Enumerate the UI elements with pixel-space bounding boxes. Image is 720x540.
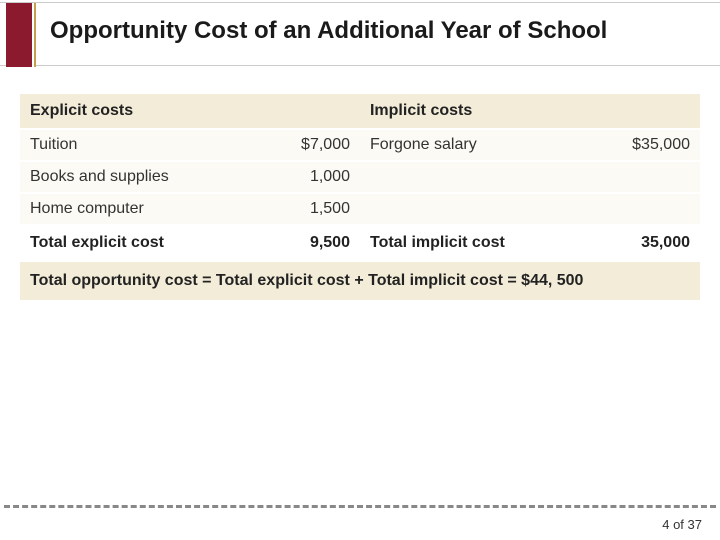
cell-value: 1,000 xyxy=(251,161,360,193)
total-explicit-label: Total explicit cost xyxy=(20,225,251,261)
total-implicit-value: 35,000 xyxy=(591,225,700,261)
summary-row: Total opportunity cost = Total explicit … xyxy=(20,261,700,300)
cell-label: Home computer xyxy=(20,193,251,225)
cost-table: Explicit costs Implicit costs Tuition $7… xyxy=(20,94,700,300)
cell-label xyxy=(360,193,591,225)
cell-label: Tuition xyxy=(20,129,251,161)
table-total-row: Total explicit cost 9,500 Total implicit… xyxy=(20,225,700,261)
page-title: Opportunity Cost of an Additional Year o… xyxy=(50,17,607,45)
cell-value: 1,500 xyxy=(251,193,360,225)
footer-divider xyxy=(4,505,716,508)
table-row: Home computer 1,500 xyxy=(20,193,700,225)
total-implicit-label: Total implicit cost xyxy=(360,225,591,261)
header-spacer-2 xyxy=(591,94,700,129)
accent-block xyxy=(6,3,34,67)
cell-value: $7,000 xyxy=(251,129,360,161)
page-indicator: 4 of 37 xyxy=(662,517,702,532)
header-implicit: Implicit costs xyxy=(360,94,591,129)
summary-text: Total opportunity cost = Total explicit … xyxy=(20,261,700,300)
cell-label: Forgone salary xyxy=(360,129,591,161)
table-row: Books and supplies 1,000 xyxy=(20,161,700,193)
cell-label xyxy=(360,161,591,193)
page-sep: of xyxy=(669,517,687,532)
cell-label: Books and supplies xyxy=(20,161,251,193)
total-explicit-value: 9,500 xyxy=(251,225,360,261)
cell-value xyxy=(591,193,700,225)
cell-value xyxy=(591,161,700,193)
header-explicit: Explicit costs xyxy=(20,94,251,129)
page-total: 37 xyxy=(688,517,702,532)
table-row: Tuition $7,000 Forgone salary $35,000 xyxy=(20,129,700,161)
header-spacer-1 xyxy=(251,94,360,129)
title-bar: Opportunity Cost of an Additional Year o… xyxy=(0,2,720,66)
table-header-row: Explicit costs Implicit costs xyxy=(20,94,700,129)
cell-value: $35,000 xyxy=(591,129,700,161)
